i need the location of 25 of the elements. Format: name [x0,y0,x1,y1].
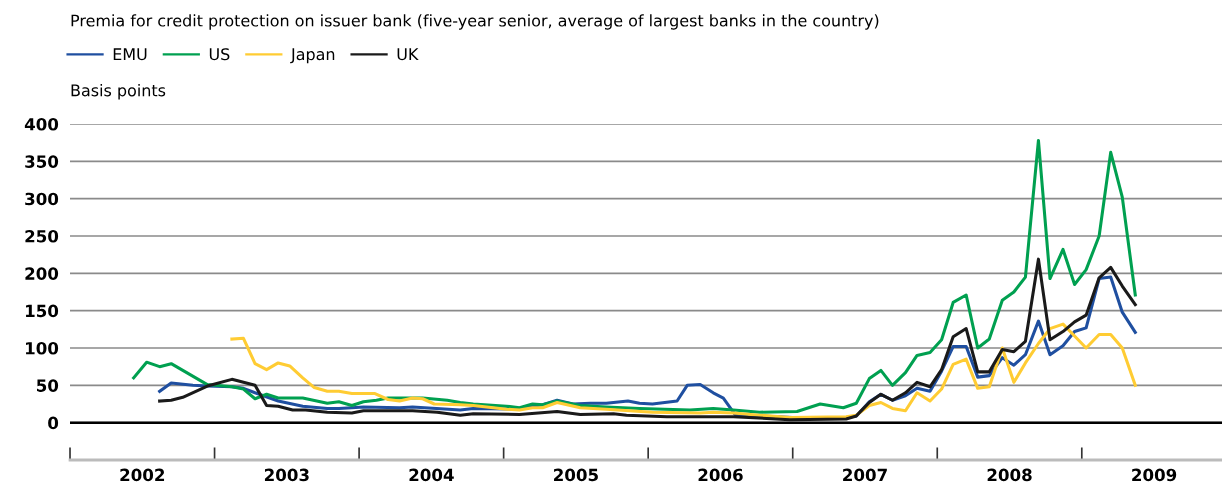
x-tick-label: 2005 [554,468,598,482]
legend-label: US [209,48,230,61]
x-tick-label: 2002 [120,468,165,482]
x-tick-label: 2007 [843,468,887,482]
x-tick-label: 2006 [698,468,743,482]
legend-label: Japan [290,48,335,64]
chart-title: Premia for credit protection on issuer bank (five-year senior, average of largest banks in the country) [71,14,879,30]
y-tick-label: 50 [37,379,59,392]
x-tick-label: 2008 [987,468,1032,482]
line-series [132,138,1137,414]
y-tick-label: 400 [24,117,59,131]
y-tick-label: 300 [25,192,59,206]
x-tick-label: 2009 [1132,468,1177,482]
y-tick-label: 100 [26,341,59,355]
x-tick-label: 2004 [409,468,454,482]
y-tick-label: 150 [26,304,59,318]
y-tick-label: 0 [48,416,59,430]
y-tick-label: 250 [25,229,59,243]
y-tick-label: 200 [25,267,59,280]
line-series [230,322,1137,419]
y-tick-label: 350 [25,155,59,168]
legend-label: UK [397,48,419,61]
x-tick-label: 2003 [264,468,309,482]
legend-label: EMU [113,48,147,61]
y-axis-title: Basis points [71,84,166,100]
